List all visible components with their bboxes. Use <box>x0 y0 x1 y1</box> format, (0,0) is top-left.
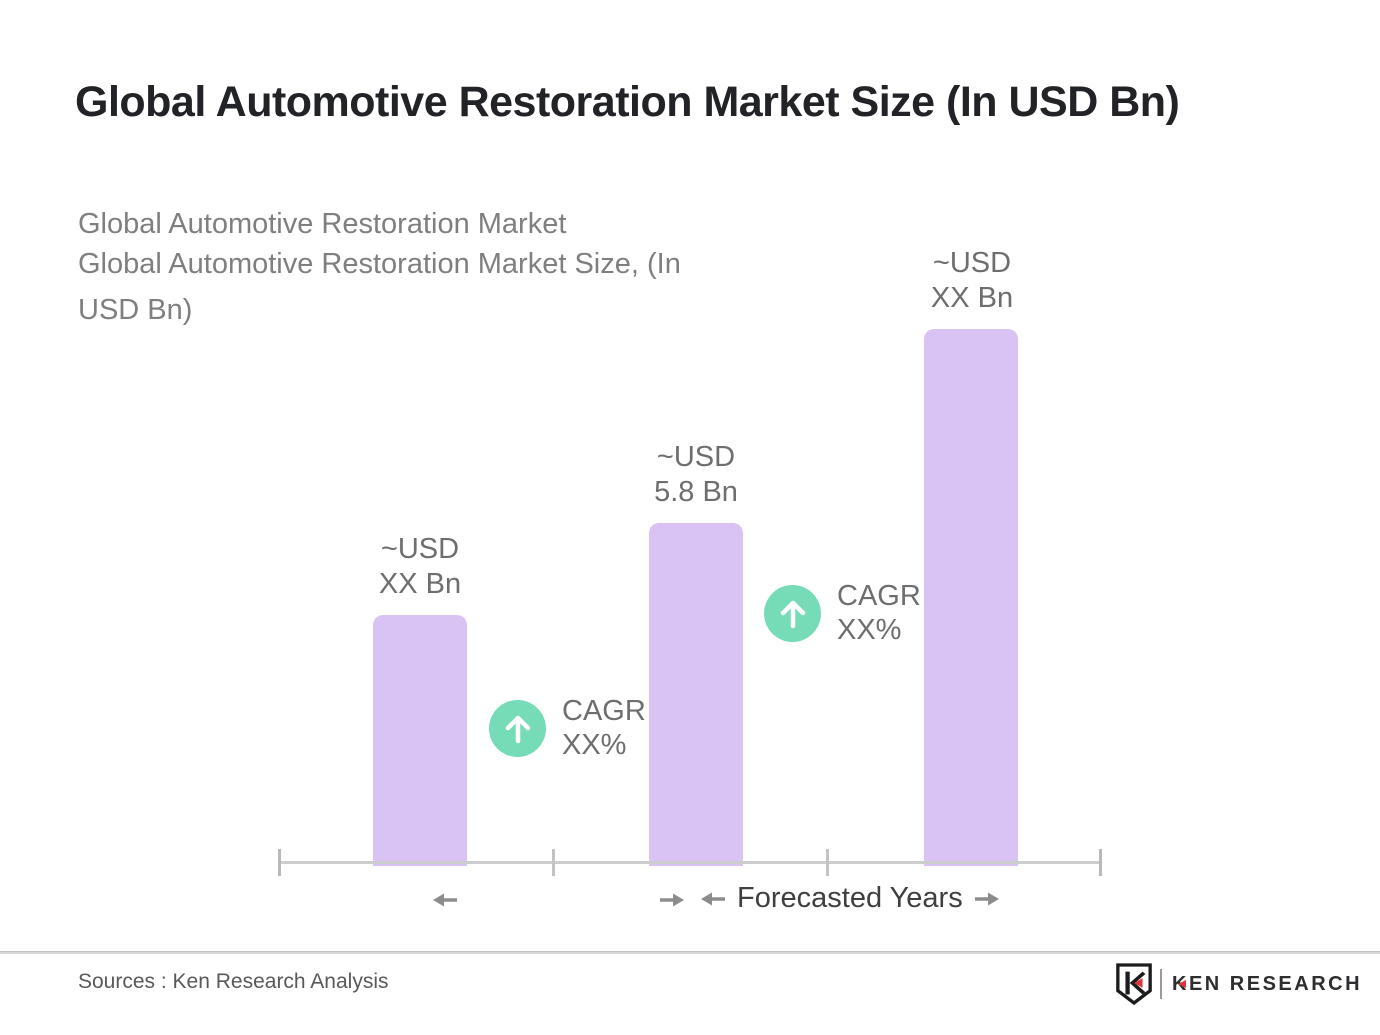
x-axis <box>279 861 1102 864</box>
forecasted-years-label: Forecasted Years <box>737 882 963 914</box>
bar-value-label-1: ~USD XX Bn <box>330 532 510 602</box>
wordmark-text: KEN RESEARCH <box>1172 972 1363 995</box>
cagr-label-1: CAGR XX% <box>562 694 646 762</box>
bar-value-line: XX Bn <box>930 282 1014 314</box>
chart-subtitle-line-3: USD Bn) <box>78 294 193 326</box>
forecasted-years-annotation: Forecasted Years <box>701 882 999 915</box>
chart-subtitle-line-2: Global Automotive Restoration Market Siz… <box>78 248 681 280</box>
chart-title: Global Automotive Restoration Market Siz… <box>75 78 1180 126</box>
chart-subtitle-line-1: Global Automotive Restoration Market <box>78 208 567 240</box>
bar-value-line: XX Bn <box>378 568 462 600</box>
historical-years-left-arrow-icon <box>433 892 458 913</box>
bar-current <box>649 523 743 866</box>
ken-research-logo: KEN RESEARCH <box>1115 963 1362 1005</box>
bar-value-line: ~USD <box>380 533 460 565</box>
bar-forecast <box>924 329 1018 866</box>
bar-value-label-2: ~USD 5.8 Bn <box>606 440 786 510</box>
up-arrow-icon <box>505 715 530 744</box>
cagr-annotation-1: CAGR XX% <box>489 694 646 762</box>
cagr-annotation-2: CAGR XX% <box>764 579 921 647</box>
chart-subtitle: Global Automotive Restoration Market Glo… <box>78 204 681 330</box>
cagr-up-arrow-badge <box>764 584 821 642</box>
forecasted-years-start-right-arrow-icon <box>659 892 684 913</box>
cagr-text-line: CAGR <box>837 580 921 612</box>
bar-value-label-3: ~USD XX Bn <box>882 246 1062 316</box>
up-arrow-icon <box>780 600 805 629</box>
left-arrow-icon <box>701 892 725 905</box>
bar-value-line: ~USD <box>656 441 736 473</box>
footer-divider <box>0 951 1380 954</box>
bar-value-line: 5.8 Bn <box>654 476 738 508</box>
axis-tick <box>826 849 829 876</box>
axis-tick <box>552 849 555 876</box>
axis-tick <box>1099 849 1102 876</box>
cagr-label-2: CAGR XX% <box>837 579 921 647</box>
cagr-text-line: XX% <box>562 729 627 761</box>
ken-research-shield-icon <box>1116 963 1152 1005</box>
bar-value-line: ~USD <box>932 247 1012 279</box>
axis-tick <box>278 849 281 876</box>
ken-research-wordmark: KEN RESEARCH <box>1171 973 1362 996</box>
logo-divider <box>1160 969 1162 999</box>
source-note: Sources : Ken Research Analysis <box>78 970 389 993</box>
right-arrow-icon <box>974 892 999 905</box>
cagr-text-line: CAGR <box>562 695 646 727</box>
cagr-up-arrow-badge <box>489 699 546 757</box>
bar-historical <box>373 615 467 866</box>
cagr-text-line: XX% <box>837 614 902 646</box>
wordmark-red-triangle-icon <box>1178 979 1186 988</box>
